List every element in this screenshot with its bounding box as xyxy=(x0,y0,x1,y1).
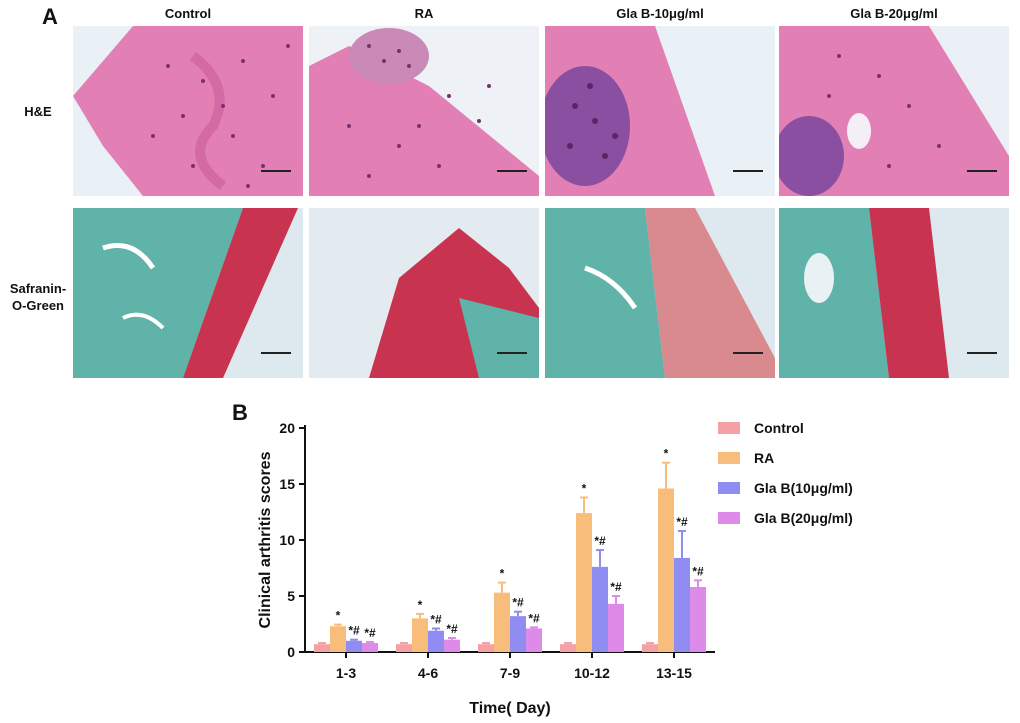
bar-ra-10-12 xyxy=(576,513,592,652)
bar-gla-b-20-g-ml--4-6 xyxy=(444,639,460,652)
micrograph-safranin-control xyxy=(73,208,303,378)
row-label-he: H&E xyxy=(4,103,72,120)
legend-label-3: Gla B(20μg/ml) xyxy=(754,510,853,526)
micrograph-he-control xyxy=(73,26,303,196)
significance-label-1-4: * xyxy=(664,447,669,461)
y-tick-label-15: 15 xyxy=(279,476,295,492)
bar-control-10-12 xyxy=(560,644,576,652)
y-tick-label-20: 20 xyxy=(279,420,295,436)
micrograph-he-gla-b-10 xyxy=(545,26,775,196)
significance-label-3-4: *# xyxy=(692,564,704,578)
x-tick-label-1-3: 1-3 xyxy=(336,665,356,681)
y-tick-label-10: 10 xyxy=(279,532,295,548)
bar-chart: 0 5 10 15 20 1-3 * *# *# 4-6 * *# *# 7-9 * *# *# 10-12 * *#… xyxy=(257,420,853,717)
row-label-safranin: Safranin- O-Green xyxy=(4,280,72,314)
micrograph-he-gla-b-20 xyxy=(779,26,1009,196)
x-tick-label-4-6: 4-6 xyxy=(418,665,438,681)
y-axis-title: Clinical arthritis scores xyxy=(257,451,274,628)
micrograph-safranin-ra xyxy=(309,208,539,378)
bar-control-4-6 xyxy=(396,644,412,652)
significance-label-1-1: * xyxy=(418,598,423,612)
micrograph-he-ra xyxy=(309,26,539,196)
bar-ra-7-9 xyxy=(494,592,510,652)
bar-gla-b-20-g-ml--7-9 xyxy=(526,628,542,652)
bar-gla-b-20-g-ml--13-15 xyxy=(690,587,706,652)
significance-label-2-2: *# xyxy=(512,596,524,610)
x-tick-label-13-15: 13-15 xyxy=(656,665,692,681)
legend-swatch-3 xyxy=(718,512,740,524)
significance-label-3-3: *# xyxy=(610,580,622,594)
significance-label-1-3: * xyxy=(582,481,587,495)
significance-label-3-0: *# xyxy=(364,626,376,640)
column-label-ra: RA xyxy=(414,6,434,21)
bar-control-7-9 xyxy=(478,644,494,652)
legend-label-0: Control xyxy=(754,420,804,436)
bar-gla-b-10-g-ml--1-3 xyxy=(346,640,362,652)
bar-control-13-15 xyxy=(642,644,658,652)
legend-label-2: Gla B(10μg/ml) xyxy=(754,480,853,496)
bar-ra-4-6 xyxy=(412,618,428,652)
panel-a-letter: A xyxy=(42,4,58,29)
legend-swatch-2 xyxy=(718,482,740,494)
significance-label-1-0: * xyxy=(336,609,341,623)
column-label-gla-b-10: Gla B-10μg/ml xyxy=(616,6,704,21)
significance-label-2-4: *# xyxy=(676,515,688,529)
bar-control-1-3 xyxy=(314,644,330,652)
bar-ra-1-3 xyxy=(330,626,346,652)
row-label-he-line-1: H&E xyxy=(24,104,52,119)
significance-label-1-2: * xyxy=(500,567,505,581)
legend-swatch-0 xyxy=(718,422,740,434)
panel-b-letter: B xyxy=(232,400,248,425)
significance-label-2-3: *# xyxy=(594,534,606,548)
significance-label-2-1: *# xyxy=(430,612,442,626)
x-axis-title: Time( Day) xyxy=(469,700,551,717)
bar-gla-b-20-g-ml--1-3 xyxy=(362,643,378,652)
column-label-control: Control xyxy=(164,6,212,21)
significance-label-2-0: *# xyxy=(348,624,360,638)
y-tick-label-0: 0 xyxy=(287,644,295,660)
column-label-gla-b-20: Gla B-20μg/ml xyxy=(850,6,938,21)
bar-ra-13-15 xyxy=(658,488,674,652)
significance-label-3-1: *# xyxy=(446,622,458,636)
bar-gla-b-10-g-ml--4-6 xyxy=(428,630,444,652)
x-tick-label-10-12: 10-12 xyxy=(574,665,610,681)
legend-label-1: RA xyxy=(754,450,774,466)
legend-swatch-1 xyxy=(718,452,740,464)
bar-gla-b-20-g-ml--10-12 xyxy=(608,603,624,652)
bar-gla-b-10-g-ml--7-9 xyxy=(510,616,526,652)
row-label-safranin-line-2: O-Green xyxy=(11,298,64,313)
row-label-safranin-line-1: Safranin- xyxy=(9,281,67,296)
x-tick-label-7-9: 7-9 xyxy=(500,665,520,681)
bar-gla-b-10-g-ml--10-12 xyxy=(592,566,608,652)
micrograph-safranin-gla-b-10 xyxy=(545,208,775,378)
bar-gla-b-10-g-ml--13-15 xyxy=(674,557,690,652)
significance-label-3-2: *# xyxy=(528,611,540,625)
micrograph-safranin-gla-b-20 xyxy=(779,208,1009,378)
y-tick-label-5: 5 xyxy=(287,588,295,604)
